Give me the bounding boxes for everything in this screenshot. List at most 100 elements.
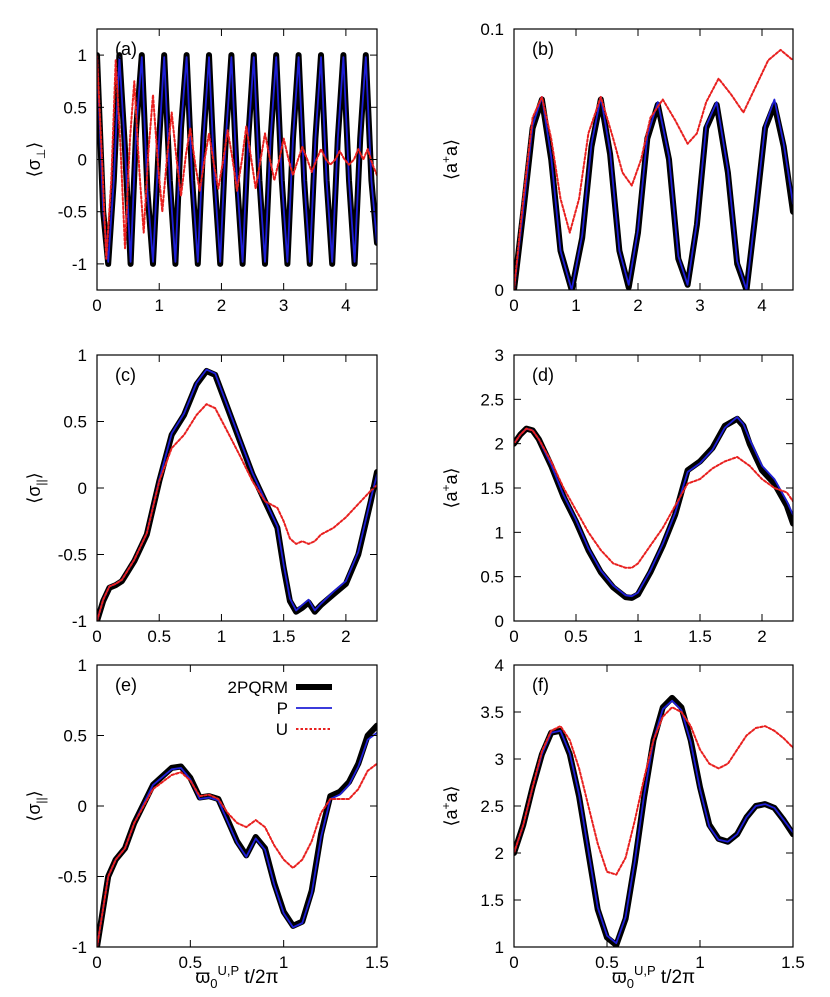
- y-axis-label: ⟨σ||⟩: [24, 790, 48, 821]
- panel-label: (a): [115, 39, 137, 59]
- x-tick-label: 1: [633, 627, 642, 646]
- panel-b: 0 1 2 3 4 0 0.1 (b) ⟨a+a⟩: [439, 20, 794, 315]
- y-tick-label: 1: [495, 938, 504, 957]
- series-b-p: [514, 96, 793, 290]
- x-tick-label: 1.5: [365, 953, 389, 972]
- series-b-u: [514, 48, 793, 290]
- y-tick-label: 2.5: [480, 390, 504, 409]
- x-tick-label: 2: [757, 627, 766, 646]
- series-a-p: [97, 54, 377, 263]
- series-e-u: [97, 762, 377, 947]
- y-tick-label: 0: [495, 612, 504, 631]
- panel-label: (c): [115, 365, 136, 385]
- panel-label: (b): [532, 39, 554, 59]
- x-tick-label: 3: [695, 296, 704, 315]
- x-tick-label: 3: [279, 296, 288, 315]
- x-tick-label: 0: [92, 953, 101, 972]
- y-tick-label: -1: [72, 612, 87, 631]
- x-tick-label: 1.5: [688, 627, 712, 646]
- x-tick-label: 0.5: [179, 953, 203, 972]
- x-tick-label: 0: [509, 953, 518, 972]
- y-tick-label: 1: [78, 656, 87, 675]
- x-tick-label: 0: [92, 627, 101, 646]
- series-d-u: [514, 427, 793, 569]
- panel-f: 0 0.5 1 1.5 1 1.5 2 2.5 3 3.5 4 (f) ⟨a+a⟩: [439, 656, 805, 972]
- y-tick-label: 2: [495, 435, 504, 454]
- series-a-u: [97, 54, 377, 260]
- x-tick-label: 1: [279, 953, 288, 972]
- y-tick-label: 3.5: [480, 703, 504, 722]
- series-d-2pqrm: [514, 415, 793, 601]
- x-tick-label: 0.5: [564, 627, 588, 646]
- y-tick-label: -1: [72, 938, 87, 957]
- y-tick-label: 2.5: [480, 797, 504, 816]
- x-tick-label: 2: [217, 296, 226, 315]
- y-tick-label: 0: [495, 281, 504, 300]
- y-axis-label: ⟨σ||⟩: [24, 472, 48, 503]
- legend-label: 2PQRM: [228, 678, 288, 697]
- y-tick-label: 0.5: [63, 98, 87, 117]
- y-tick-label: -0.5: [58, 868, 87, 887]
- x-axis-label: ϖ0U,P t/2π: [612, 963, 695, 991]
- y-tick-label: 0.1: [480, 20, 504, 39]
- y-tick-label: 1: [495, 523, 504, 542]
- legend-label: P: [277, 699, 288, 718]
- x-tick-label: 4: [757, 296, 766, 315]
- x-tick-label: 0: [509, 627, 518, 646]
- y-tick-label: -0.5: [58, 203, 87, 222]
- y-tick-label: 0.5: [63, 413, 87, 432]
- y-axis-label: ⟨a+a⟩: [439, 467, 461, 508]
- series-f-2pqrm: [514, 694, 793, 947]
- x-tick-label: 0.5: [595, 953, 619, 972]
- panel-label: (f): [532, 675, 549, 695]
- y-tick-label: 0.5: [63, 727, 87, 746]
- y-axis-label: ⟨σ⊥⟩: [24, 142, 48, 178]
- series-f-p: [514, 699, 793, 945]
- x-tick-label: 4: [341, 296, 350, 315]
- x-axis-label: ϖ0U,P t/2π: [195, 963, 278, 991]
- x-tick-label: 0: [509, 296, 518, 315]
- x-tick-label: 1: [154, 296, 163, 315]
- y-tick-label: 1.5: [480, 891, 504, 910]
- y-tick-label: 0.5: [480, 568, 504, 587]
- plot-frame: [96, 354, 378, 622]
- x-tick-label: 0: [92, 296, 101, 315]
- panel-a: 0 1 2 3 4 -1 -0.5 0 0.5 1 (a) ⟨σ⊥⟩: [24, 28, 378, 315]
- series-f-u: [514, 706, 793, 876]
- y-axis-label: ⟨a+a⟩: [439, 785, 461, 826]
- y-tick-label: 0: [78, 797, 87, 816]
- panel-label: (d): [532, 365, 554, 385]
- x-tick-label: 1: [571, 296, 580, 315]
- x-tick-label: 2: [341, 627, 350, 646]
- series-e-2pqrm: [97, 722, 377, 947]
- legend-label: U: [276, 720, 288, 739]
- x-tick-label: 1: [695, 953, 704, 972]
- legend: 2PQRM PU: [228, 678, 332, 739]
- series-c-u: [97, 403, 377, 621]
- y-tick-label: 3: [495, 750, 504, 769]
- x-tick-label: 1: [217, 627, 226, 646]
- x-tick-label: 1.5: [781, 953, 805, 972]
- plot-frame: [513, 664, 794, 948]
- y-tick-label: 4: [495, 656, 504, 675]
- plot-frame: [513, 354, 794, 622]
- panel-e: 0 0.5 1 1.5 -1 -0.5 0 0.5 1 (e) ⟨σ||⟩: [24, 656, 389, 972]
- y-axis-label: ⟨a+a⟩: [439, 139, 461, 180]
- y-tick-label: -0.5: [58, 546, 87, 565]
- y-tick-label: 3: [495, 346, 504, 365]
- panel-c: 0 0.5 1 1.5 2 -1 -0.5 0 0.5 1 (c) ⟨σ||⟩: [24, 346, 378, 646]
- y-tick-label: -1: [72, 255, 87, 274]
- series-c-p: [97, 368, 377, 621]
- y-tick-label: 0: [78, 479, 87, 498]
- x-tick-label: 1.5: [272, 627, 296, 646]
- y-tick-label: 1: [78, 46, 87, 65]
- y-tick-label: 1.5: [480, 479, 504, 498]
- plot-frame: [513, 28, 794, 291]
- plot-frame: [96, 664, 378, 948]
- y-tick-label: 2: [495, 844, 504, 863]
- panel-d: 0 0.5 1 1.5 2 0 0.5 1 1.5 2 2.5 3 (d) ⟨a+a⟩: [439, 346, 794, 646]
- panel-label: (e): [115, 675, 137, 695]
- x-tick-label: 0.5: [147, 627, 171, 646]
- x-tick-label: 2: [633, 296, 642, 315]
